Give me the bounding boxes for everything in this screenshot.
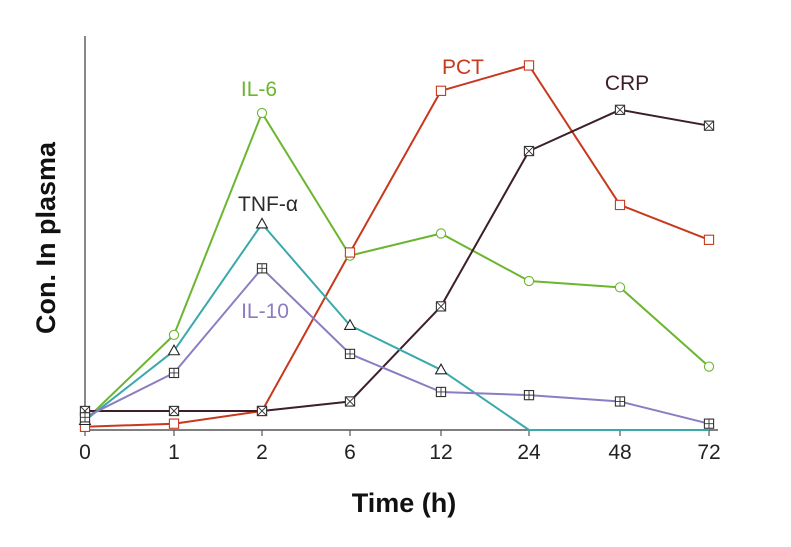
data-point [703,361,715,372]
data-point [614,282,626,293]
x-tick-label: 2 [256,441,268,464]
x-tick-label: 0 [79,441,91,464]
y-axis-title: Con. In plasma [31,141,61,334]
x-axis-title: Time (h) [352,488,457,518]
data-point [168,329,180,341]
x-ticks: 0 1 2 6 12 24 48 72 [79,430,721,464]
data-point [523,145,535,157]
data-point [703,418,715,429]
x-tick-label: 72 [697,441,720,464]
data-point [523,60,535,71]
series-label-il10: IL-10 [241,300,289,323]
series-markers-2 [79,104,715,417]
series-label-crp: CRP [605,72,649,95]
data-point [614,396,626,407]
data-point [256,405,268,417]
data-point [434,363,448,375]
data-point [614,199,626,211]
x-tick-label: 6 [344,441,356,464]
x-tick-label: 48 [608,441,631,464]
data-point [435,228,447,239]
series-label-pct: PCT [442,56,484,79]
data-point [344,348,356,360]
series-label-tnf: TNF-α [238,193,298,216]
data-point [435,85,447,96]
data-point [256,263,268,274]
axes: 0 1 2 6 12 24 48 72 [79,36,721,464]
data-point [344,247,356,258]
series-markers-4 [79,263,715,429]
data-point [344,396,356,407]
data-point [703,120,715,131]
data-point [703,234,715,245]
data-point [435,386,447,398]
series-line-1 [84,64,710,428]
data-point [168,367,180,379]
series-labels: IL-6 PCT CRP TNF-α IL-10 [238,56,649,323]
data-point [168,418,180,429]
series-label-il6: IL-6 [241,78,277,101]
data-point [256,107,268,119]
data-point [523,389,535,401]
series-line-3 [84,222,709,431]
data-point [168,405,180,417]
data-point [435,301,447,312]
data-point [523,275,535,287]
x-tick-label: 1 [168,441,180,464]
data-point [614,104,626,115]
data-point [255,217,269,229]
series-markers [78,60,715,432]
x-tick-label: 24 [517,441,541,464]
x-tick-label: 12 [429,441,452,464]
series-line-4 [84,267,710,425]
series-line-2 [85,108,710,412]
data-point [343,318,357,330]
data-point [167,344,181,356]
series-lines [84,64,710,431]
series-line-0 [84,112,710,422]
data-point [79,412,91,423]
